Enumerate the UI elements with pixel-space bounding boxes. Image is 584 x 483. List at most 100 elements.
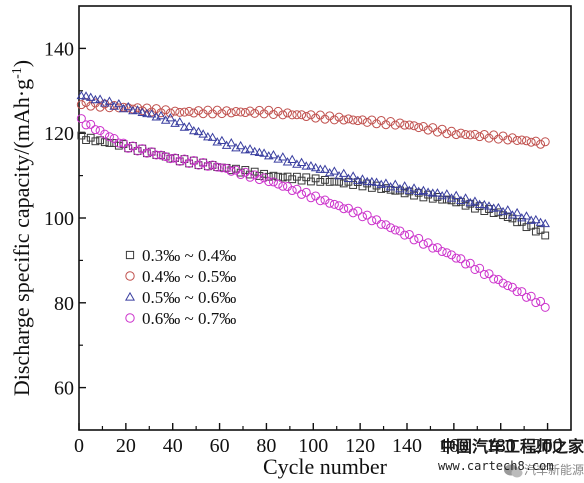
x-tick-label: 60: [210, 435, 230, 457]
data-point: [470, 264, 480, 274]
data-point: [156, 150, 166, 160]
watermark-wechat-text: 汽车新能源: [524, 462, 584, 477]
data-point: [404, 120, 414, 130]
data-point: [235, 140, 246, 150]
data-point: [273, 179, 283, 189]
data-point: [82, 136, 90, 144]
y-tick-label: 60: [54, 378, 74, 400]
data-point: [512, 287, 522, 297]
data-point: [132, 105, 143, 114]
data-point: [325, 178, 334, 186]
data-point: [329, 199, 339, 209]
y-axis-title-close: ): [9, 60, 34, 67]
data-point: [367, 176, 377, 186]
data-point: [531, 298, 541, 308]
data-point: [212, 105, 222, 115]
data-point: [278, 173, 287, 182]
data-point: [226, 108, 236, 118]
data-point: [470, 196, 480, 205]
data-point: [474, 199, 485, 208]
data-point: [208, 161, 217, 169]
data-point: [390, 120, 400, 130]
data-point: [278, 110, 288, 120]
data-point: [85, 92, 96, 101]
data-point: [95, 94, 105, 103]
data-point: [437, 124, 447, 134]
data-point: [423, 238, 433, 248]
data-point: [119, 138, 129, 148]
data-point: [250, 167, 259, 176]
series-1: [77, 131, 550, 240]
data-point: [231, 165, 241, 175]
data-point: [245, 144, 255, 153]
data-point: [423, 125, 433, 135]
data-point: [240, 167, 250, 177]
data-point: [540, 218, 551, 228]
data-point: [410, 191, 418, 200]
data-point: [259, 148, 269, 157]
data-point: [395, 226, 405, 236]
data-point: [76, 100, 86, 110]
data-point: [175, 107, 185, 117]
data-point: [541, 231, 550, 240]
data-point: [105, 139, 114, 147]
data-point: [137, 107, 148, 116]
data-point: [254, 175, 264, 185]
data-point: [189, 108, 199, 118]
series-layer: [76, 90, 551, 312]
data-point: [372, 119, 382, 129]
data-point: [90, 125, 100, 135]
data-point: [517, 217, 526, 226]
data-point: [404, 229, 414, 239]
data-point: [165, 154, 175, 164]
data-point: [503, 135, 513, 145]
data-point: [329, 166, 340, 175]
data-point: [170, 153, 180, 163]
data-point: [338, 168, 349, 177]
data-point: [147, 107, 157, 117]
data-point: [409, 121, 419, 131]
data-point: [531, 227, 540, 236]
data-point: [179, 154, 189, 164]
data-point: [484, 201, 494, 210]
data-point: [343, 114, 353, 124]
data-point: [297, 189, 307, 199]
data-point: [301, 161, 312, 170]
data-point: [311, 113, 321, 123]
data-point: [320, 164, 330, 173]
data-point: [194, 161, 203, 170]
data-point: [320, 114, 330, 124]
x-axis-ticks: 0 20 40 60 80 100 120 140 160 180 200: [74, 423, 563, 457]
data-point: [315, 164, 326, 173]
data-point: [104, 96, 115, 105]
data-point: [76, 114, 86, 124]
data-point: [311, 191, 321, 201]
y-axis-title: Discharge specific capacity/(mAh·g-1): [9, 60, 34, 396]
data-point: [466, 199, 475, 208]
legend-label: 0.4‰ ~ 0.5‰: [142, 267, 236, 286]
data-point: [273, 106, 283, 116]
x-tick-label: 200: [533, 435, 563, 457]
data-point: [489, 209, 498, 217]
data-point: [156, 110, 166, 120]
data-point: [432, 188, 443, 197]
data-point: [321, 175, 329, 184]
data-point: [390, 225, 400, 235]
data-point: [367, 216, 377, 226]
data-point: [123, 143, 133, 153]
data-point: [507, 282, 517, 292]
data-point: [465, 258, 475, 268]
data-point: [470, 129, 480, 139]
legend-marker: [124, 291, 136, 301]
data-point: [128, 142, 137, 150]
data-point: [143, 149, 151, 158]
data-point: [377, 185, 386, 193]
data-point: [133, 146, 143, 156]
data-point: [110, 139, 119, 147]
data-point: [438, 195, 447, 204]
data-point: [255, 172, 264, 180]
legend-label: 0.6‰ ~ 0.7‰: [142, 309, 236, 328]
x-tick-label: 160: [439, 435, 469, 457]
data-point: [507, 133, 517, 143]
data-point: [217, 135, 227, 145]
